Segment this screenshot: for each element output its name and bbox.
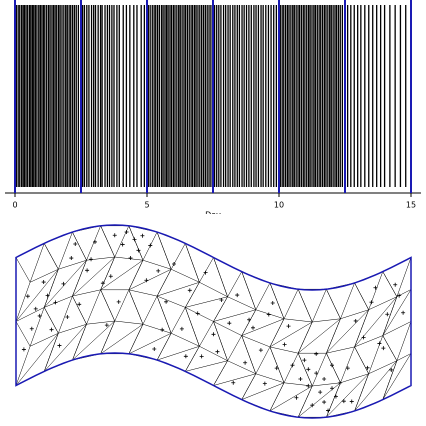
point — [77, 302, 82, 307]
point — [330, 363, 334, 368]
point — [353, 318, 358, 323]
point — [270, 300, 275, 305]
point — [349, 399, 354, 404]
point — [160, 327, 165, 332]
point — [53, 300, 58, 305]
x-tick-label: 5 — [144, 201, 149, 210]
point — [333, 394, 338, 399]
point — [361, 335, 366, 340]
point — [211, 332, 216, 337]
point — [282, 342, 287, 347]
point — [294, 395, 299, 400]
point — [314, 351, 319, 356]
point — [61, 281, 66, 286]
point — [337, 380, 342, 385]
point — [345, 366, 350, 371]
point — [136, 248, 141, 253]
point — [286, 324, 291, 329]
point — [124, 229, 129, 234]
point — [203, 270, 208, 275]
point — [21, 347, 26, 352]
point — [322, 400, 327, 405]
x-tick-label: 15 — [406, 201, 416, 210]
point — [369, 300, 374, 305]
point — [235, 293, 240, 298]
point — [322, 377, 327, 382]
point — [306, 383, 311, 388]
point — [69, 256, 74, 261]
point — [73, 242, 78, 247]
point — [262, 381, 267, 386]
point — [341, 399, 346, 404]
point — [41, 280, 46, 285]
point — [274, 366, 279, 371]
point — [179, 326, 184, 331]
point — [93, 239, 97, 244]
clip-cover — [0, 214, 426, 222]
point — [266, 312, 271, 317]
point — [120, 242, 125, 247]
point — [140, 233, 145, 238]
point — [314, 371, 319, 376]
point — [132, 237, 137, 242]
point — [116, 299, 121, 304]
point — [290, 363, 295, 368]
point — [215, 349, 220, 354]
point — [183, 354, 188, 359]
point — [172, 261, 176, 266]
point — [164, 299, 169, 304]
point — [152, 346, 157, 351]
point — [389, 367, 394, 372]
point — [377, 341, 382, 346]
point — [25, 294, 30, 299]
point — [29, 326, 34, 331]
point — [85, 268, 90, 273]
point — [100, 281, 105, 286]
point — [298, 377, 303, 382]
point — [326, 408, 331, 413]
point — [227, 321, 232, 326]
point — [104, 323, 109, 328]
point — [381, 346, 386, 351]
point — [401, 310, 406, 315]
point — [385, 312, 390, 317]
point — [187, 288, 192, 293]
point — [45, 293, 50, 298]
point — [65, 315, 70, 320]
point — [318, 390, 323, 395]
point — [128, 256, 133, 261]
point — [57, 343, 62, 348]
x-tick-label: 0 — [12, 201, 17, 210]
domain-outline — [15, 224, 412, 419]
point — [49, 327, 54, 332]
point — [37, 313, 42, 318]
point — [199, 354, 204, 359]
point — [89, 257, 94, 262]
point — [302, 358, 307, 363]
point — [365, 365, 370, 370]
point — [195, 311, 200, 316]
point — [231, 380, 236, 385]
point — [330, 386, 334, 391]
point — [251, 325, 255, 330]
point — [243, 360, 248, 365]
point — [108, 274, 113, 279]
point — [373, 285, 378, 290]
point — [310, 403, 315, 408]
point — [258, 348, 263, 353]
point — [306, 367, 311, 372]
point — [247, 317, 252, 322]
x-tick-label: 10 — [274, 201, 284, 210]
point — [33, 306, 38, 311]
point — [393, 282, 398, 287]
point — [397, 293, 402, 298]
point — [156, 268, 161, 273]
point — [148, 243, 153, 248]
point — [219, 297, 224, 302]
point — [112, 233, 117, 238]
point — [144, 278, 149, 283]
